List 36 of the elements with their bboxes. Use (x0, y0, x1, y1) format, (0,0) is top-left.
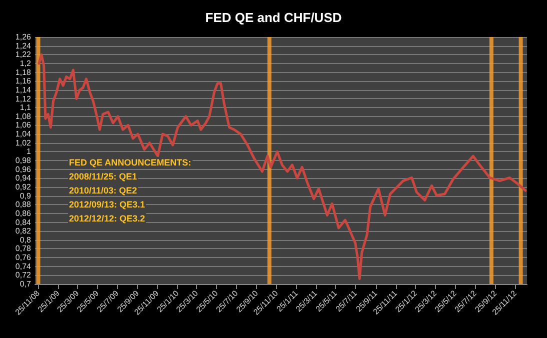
y-tick-label: 0,92 (15, 182, 32, 192)
y-tick-label: 1,08 (15, 112, 32, 121)
y-tick-label: 0,74 (15, 262, 32, 271)
chart-title: FED QE and CHF/USD (205, 10, 342, 25)
annotation: FED QE ANNOUNCEMENTS: (69, 158, 192, 168)
y-tick-label: 0,7 (20, 280, 32, 288)
y-tick-label: 0,88 (15, 200, 32, 210)
annotation: 2010/11/03: QE2 (69, 186, 138, 196)
y-tick-label: 0,94 (15, 174, 32, 183)
line-series (38, 53, 527, 280)
annotation: 2008/11/25: QE1 (69, 172, 138, 182)
y-tick-label: 0,98 (15, 156, 32, 165)
y-tick-label: 1,22 (15, 50, 32, 60)
y-tick-label: 0,78 (15, 244, 32, 254)
y-tick-label: 1 (26, 147, 32, 156)
y-tick-label: 1,06 (15, 120, 32, 130)
y-tick-label: 1,16 (15, 76, 32, 86)
annotation: 2012/12/12: QE3.2 (69, 214, 146, 224)
y-tick-label: 0,72 (15, 270, 32, 280)
y-tick-label: 1,04 (15, 130, 32, 139)
y-tick-label: 1,1 (20, 103, 32, 112)
y-tick-label: 1,2 (20, 58, 32, 68)
y-tick-label: 0,76 (15, 253, 32, 262)
y-tick-label: 0,84 (15, 218, 32, 227)
y-tick-label: 1,12 (15, 94, 32, 104)
y-tick-label: 0,96 (15, 164, 32, 174)
y-tick-label: 1,26 (15, 32, 32, 42)
y-tick-label: 1,24 (15, 41, 32, 50)
y-tick-label: 0,86 (15, 208, 32, 218)
y-tick-label: 1,02 (15, 138, 32, 148)
y-tick-label: 0,9 (20, 191, 32, 200)
y-tick-label: 0,82 (15, 226, 32, 236)
y-tick-label: 1,18 (15, 68, 32, 77)
y-tick-label: 0,8 (20, 235, 32, 244)
annotation: 2012/09/13: QE3.1 (69, 200, 146, 210)
y-tick-label: 1,14 (15, 85, 32, 94)
